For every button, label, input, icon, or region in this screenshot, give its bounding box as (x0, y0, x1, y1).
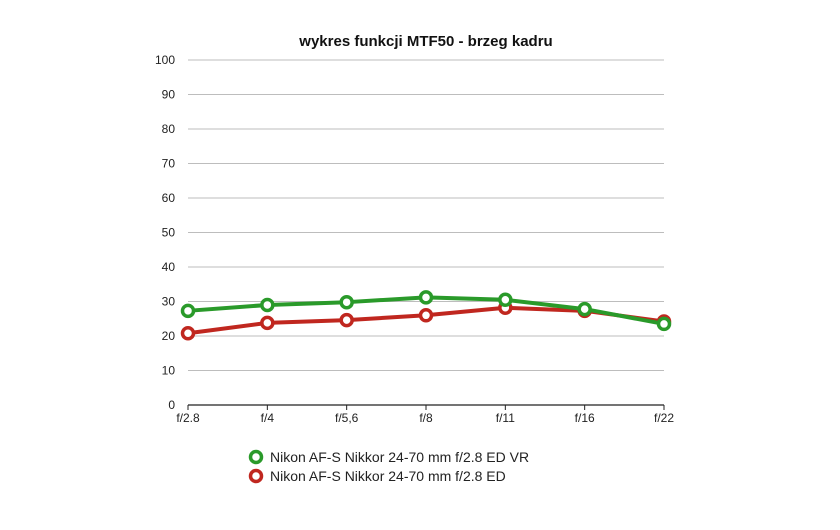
x-tick-label: f/16 (575, 411, 595, 425)
data-point (260, 297, 275, 313)
x-tick-label: f/11 (496, 411, 515, 425)
y-tick-label: 70 (162, 157, 176, 171)
data-point (339, 312, 354, 328)
data-point (656, 316, 672, 332)
legend-label: Nikon AF-S Nikkor 24-70 mm f/2.8 ED (270, 468, 506, 484)
y-tick-label: 30 (162, 295, 176, 309)
data-point (180, 325, 196, 341)
x-tick-label: f/4 (261, 411, 275, 425)
x-tick-label: f/22 (654, 411, 674, 425)
y-tick-label: 50 (162, 226, 176, 240)
data-point (180, 303, 196, 319)
y-tick-label: 10 (162, 364, 176, 378)
data-point (498, 292, 513, 308)
legend-item: Nikon AF-S Nikkor 24-70 mm f/2.8 ED (248, 468, 506, 484)
y-tick-label: 20 (162, 329, 176, 343)
chart-title: wykres funkcji MTF50 - brzeg kadru (298, 33, 552, 50)
y-tick-label: 0 (168, 398, 175, 412)
legend-label: Nikon AF-S Nikkor 24-70 mm f/2.8 ED VR (270, 449, 529, 465)
axes: 0 10 20 30 40 50 60 70 80 90 100 f/2.8 f/4 f/5,6 f/8 f/… (155, 53, 674, 425)
legend-marker (248, 468, 264, 484)
data-point (577, 301, 592, 317)
legend-marker (248, 449, 264, 465)
data-point (339, 294, 354, 310)
x-tick-label: f/2.8 (176, 411, 200, 425)
y-tick-label: 100 (155, 53, 175, 67)
y-tick-label: 60 (162, 191, 176, 205)
y-tick-label: 90 (162, 88, 176, 102)
data-point (418, 290, 434, 305)
series-1 (180, 290, 672, 332)
y-tick-label: 40 (162, 260, 176, 274)
legend-item: Nikon AF-S Nikkor 24-70 mm f/2.8 ED VR (248, 449, 529, 465)
x-tick-label: f/8 (419, 411, 433, 425)
legend: Nikon AF-S Nikkor 24-70 mm f/2.8 ED VR Ni… (248, 449, 529, 484)
data-point (260, 315, 275, 331)
y-tick-label: 80 (162, 122, 176, 136)
x-tick-label: f/5,6 (335, 411, 359, 425)
series-lines (180, 290, 672, 341)
data-point (418, 308, 434, 323)
